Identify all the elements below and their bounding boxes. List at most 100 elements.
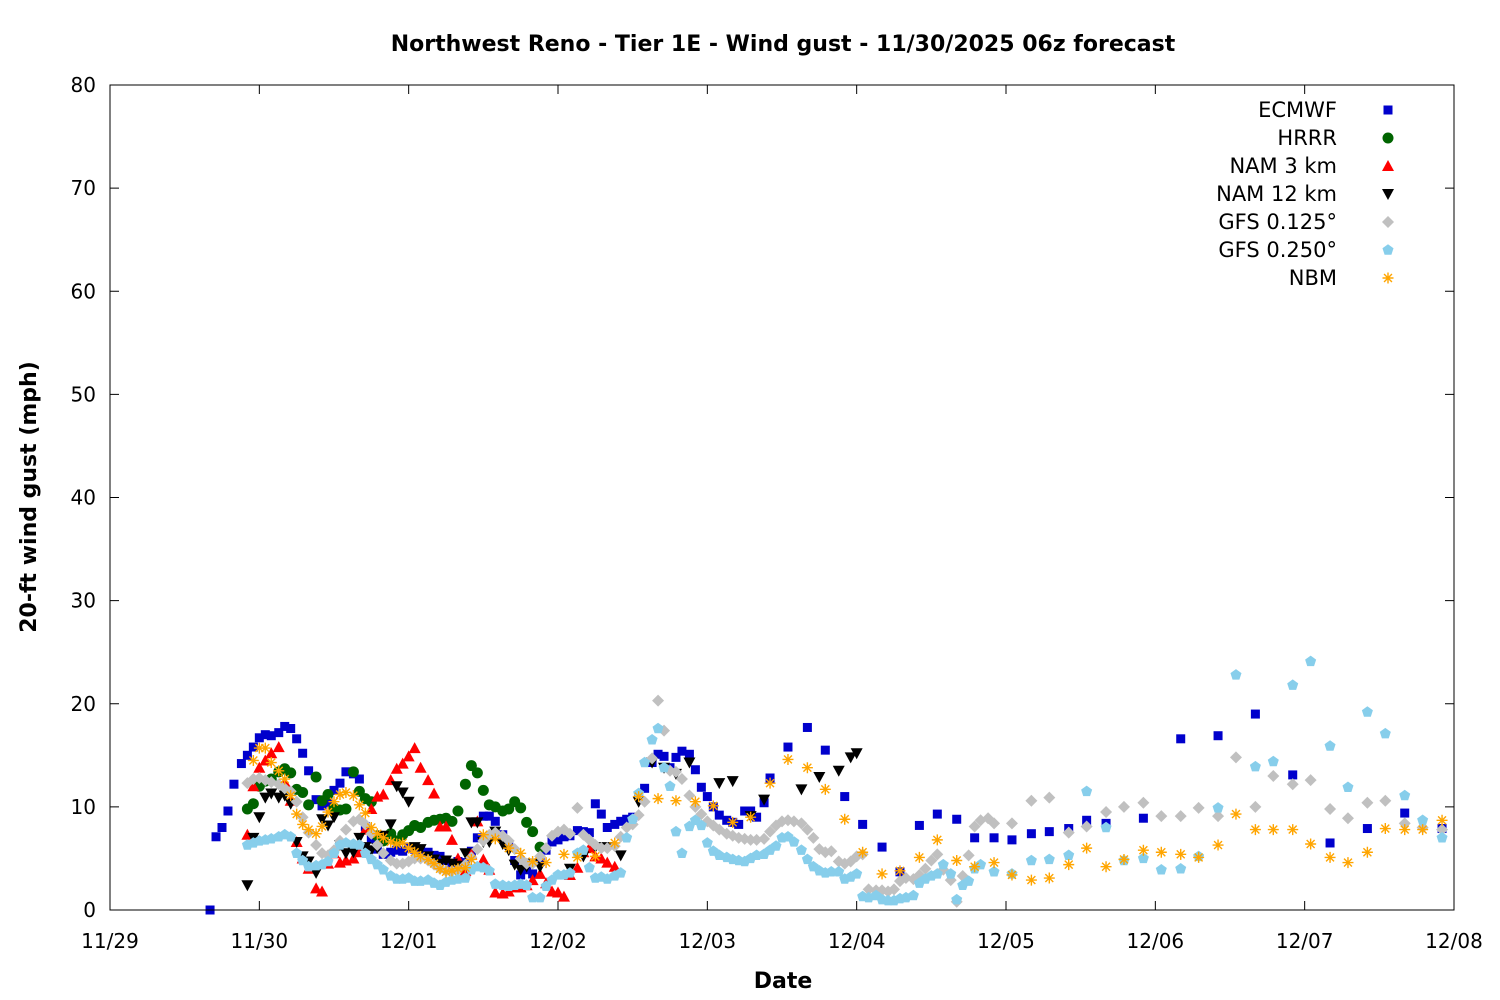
data-point-nbm — [707, 800, 719, 812]
data-point-gfs-0-250 — [459, 872, 471, 883]
data-point-nbm — [819, 783, 831, 795]
data-point-ecmwf — [329, 785, 339, 795]
data-point-gfs-0-250 — [1342, 781, 1354, 792]
data-point-nam-12-km — [396, 787, 409, 799]
data-point-gfs-0-125 — [1341, 812, 1354, 825]
data-point-gfs-0-125 — [931, 848, 944, 861]
data-point-gfs-0-125 — [1324, 802, 1337, 815]
data-point-nam-3-km — [396, 757, 409, 769]
data-point-hrrr — [247, 798, 259, 810]
data-point-nam-3-km — [247, 780, 260, 792]
data-point-nam-12-km — [508, 859, 521, 871]
data-point-nbm — [359, 807, 371, 819]
data-point-nam-3-km — [557, 890, 570, 902]
x-tick-label: 12/02 — [529, 929, 587, 953]
data-point-ecmwf — [702, 792, 712, 802]
data-point-nbm — [727, 816, 739, 828]
data-point-nam-12-km — [253, 812, 266, 824]
data-point-nbm — [322, 806, 334, 818]
data-point-gfs-0-125 — [377, 847, 390, 860]
data-point-ecmwf — [435, 851, 445, 861]
data-point-gfs-0-250 — [340, 837, 352, 848]
data-point-ecmwf — [989, 833, 999, 843]
data-point-nam-12-km — [471, 817, 484, 829]
data-point-nam-12-km — [795, 784, 808, 796]
data-point-gfs-0-250 — [615, 867, 627, 878]
data-point-ecmwf — [1250, 709, 1260, 719]
marks-layer — [205, 655, 1449, 915]
data-point-nbm — [1399, 824, 1411, 836]
data-point-nam-12-km — [832, 765, 845, 777]
data-point-nam-12-km — [850, 748, 863, 760]
data-point-nbm — [894, 865, 906, 877]
data-point-nbm — [428, 858, 440, 870]
data-point-gfs-0-125 — [540, 842, 553, 855]
data-point-gfs-0-125 — [571, 801, 584, 814]
data-point-ecmwf — [341, 767, 351, 777]
data-point-ecmwf — [311, 795, 321, 805]
data-point-nbm — [1305, 838, 1317, 850]
data-point-gfs-0-250 — [1417, 814, 1429, 825]
data-point-hrrr — [465, 760, 477, 772]
data-point-ecmwf — [690, 765, 700, 775]
data-point-nbm — [1081, 842, 1093, 854]
data-point-gfs-0-250 — [658, 761, 670, 773]
data-point-gfs-0-125 — [471, 843, 484, 856]
data-point-nbm — [1342, 857, 1354, 869]
data-point-nam-3-km — [414, 761, 427, 773]
data-point-gfs-0-125 — [1080, 820, 1093, 833]
data-point-nbm — [247, 754, 259, 766]
data-point-gfs-0-250 — [359, 847, 371, 858]
data-point-ecmwf — [323, 798, 333, 808]
data-point-nbm — [1267, 824, 1279, 836]
data-point-nbm — [340, 786, 352, 798]
data-point-gfs-0-250 — [1249, 760, 1261, 772]
data-point-nbm — [1137, 844, 1149, 856]
data-point-ecmwf — [528, 869, 538, 879]
data-point-ecmwf — [1288, 770, 1298, 780]
data-point-gfs-0-125 — [750, 833, 763, 846]
data-point-gfs-0-250 — [1081, 785, 1093, 797]
y-tick-label: 50 — [71, 382, 96, 406]
data-point-nam-12-km — [683, 757, 696, 769]
data-point-gfs-0-250 — [353, 839, 365, 850]
data-point-nbm — [273, 765, 285, 777]
data-point-nbm — [633, 791, 645, 803]
data-point-ecmwf — [298, 748, 308, 758]
data-point-gfs-0-125 — [1436, 823, 1449, 836]
data-point-nbm — [328, 796, 340, 808]
legend-marker-hrrr — [1382, 132, 1394, 144]
data-point-ecmwf — [547, 837, 557, 847]
data-point-hrrr — [521, 816, 533, 828]
data-point-gfs-0-125 — [508, 843, 521, 856]
data-point-nbm — [515, 847, 527, 859]
data-point-nbm — [1193, 851, 1205, 863]
data-point-gfs-0-250 — [285, 830, 297, 842]
data-point-nam-3-km — [595, 852, 608, 864]
data-point-gfs-0-125 — [1062, 826, 1075, 839]
data-point-gfs-0-250 — [1399, 789, 1411, 801]
data-point-nbm — [452, 863, 464, 875]
data-point-gfs-0-125 — [1379, 794, 1392, 807]
data-point-nbm — [745, 811, 757, 823]
data-point-ecmwf — [610, 819, 620, 829]
data-point-nam-3-km — [571, 861, 584, 873]
data-point-hrrr — [297, 786, 309, 798]
legend-label-nbm: NBM — [1289, 266, 1337, 290]
data-point-ecmwf — [584, 828, 594, 838]
data-point-nbm — [310, 828, 322, 840]
data-point-nbm — [397, 837, 409, 849]
data-point-nbm — [371, 828, 383, 840]
data-point-gfs-0-125 — [563, 827, 576, 840]
data-point-nbm — [609, 837, 621, 849]
data-point-ecmwf — [590, 799, 600, 809]
data-point-gfs-0-250 — [646, 734, 658, 745]
data-point-gfs-0-250 — [583, 861, 595, 873]
ticks-layer: 11/29 11/30 12/01 12/02 12/03 12/04 12/05 12/06… — [71, 73, 1483, 953]
data-point-nbm — [589, 850, 601, 862]
data-point-ecmwf — [1026, 829, 1036, 839]
data-point-ecmwf — [677, 746, 687, 756]
data-point-nbm — [1230, 808, 1242, 820]
data-point-gfs-0-125 — [795, 817, 808, 830]
